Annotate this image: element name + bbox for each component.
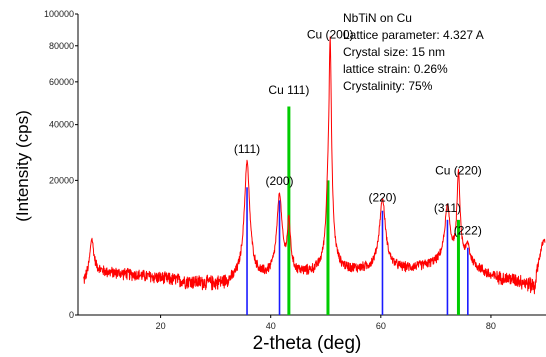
y-ticks: 0 20000 40000 60000 80000 100000 xyxy=(44,9,78,320)
peak-label: (220) xyxy=(368,191,396,205)
y-tick-label: 60000 xyxy=(49,77,74,87)
peak-label: (111) xyxy=(234,142,260,156)
x-ticks: 20 40 60 80 xyxy=(156,315,496,331)
peak-label: (200) xyxy=(266,174,294,188)
peak-label: Cu (220) xyxy=(435,164,482,178)
peak-labels: (111) (200) Cu 111) Cu (200) (220) (311) Cu (2… xyxy=(234,27,482,237)
info-line: Crystalinity: 75% xyxy=(343,79,433,93)
y-tick-label: 40000 xyxy=(49,120,74,130)
x-tick-label: 20 xyxy=(156,321,166,331)
y-tick-label: 80000 xyxy=(49,41,74,51)
cu-substrate-lines xyxy=(287,106,460,315)
y-axis-title: (Intensity (cps) xyxy=(13,110,32,221)
xrd-pattern-line xyxy=(83,36,546,295)
peak-label: (311) xyxy=(434,201,461,215)
x-axis-title: 2-theta (deg) xyxy=(253,333,362,354)
info-line: NbTiN on Cu xyxy=(343,11,412,25)
info-line: lattice strain: 0.26% xyxy=(343,62,448,76)
peak-label: Cu (200) xyxy=(307,27,354,41)
y-tick-label: 20000 xyxy=(49,175,74,185)
info-line: Crystal size: 15 nm xyxy=(343,45,445,59)
info-line: Lattice parameter: 4.327 A xyxy=(343,28,484,42)
x-tick-label: 40 xyxy=(266,321,276,331)
reference-lines xyxy=(246,187,469,315)
y-tick-label: 100000 xyxy=(44,9,74,19)
peak-label: Cu 111) xyxy=(268,83,309,97)
x-tick-label: 60 xyxy=(376,321,386,331)
sample-info-box: NbTiN on Cu Lattice parameter: 4.327 A Cry… xyxy=(343,11,484,93)
y-tick-label: 0 xyxy=(69,310,74,320)
x-tick-label: 80 xyxy=(486,321,496,331)
peak-label: (222) xyxy=(454,223,482,237)
